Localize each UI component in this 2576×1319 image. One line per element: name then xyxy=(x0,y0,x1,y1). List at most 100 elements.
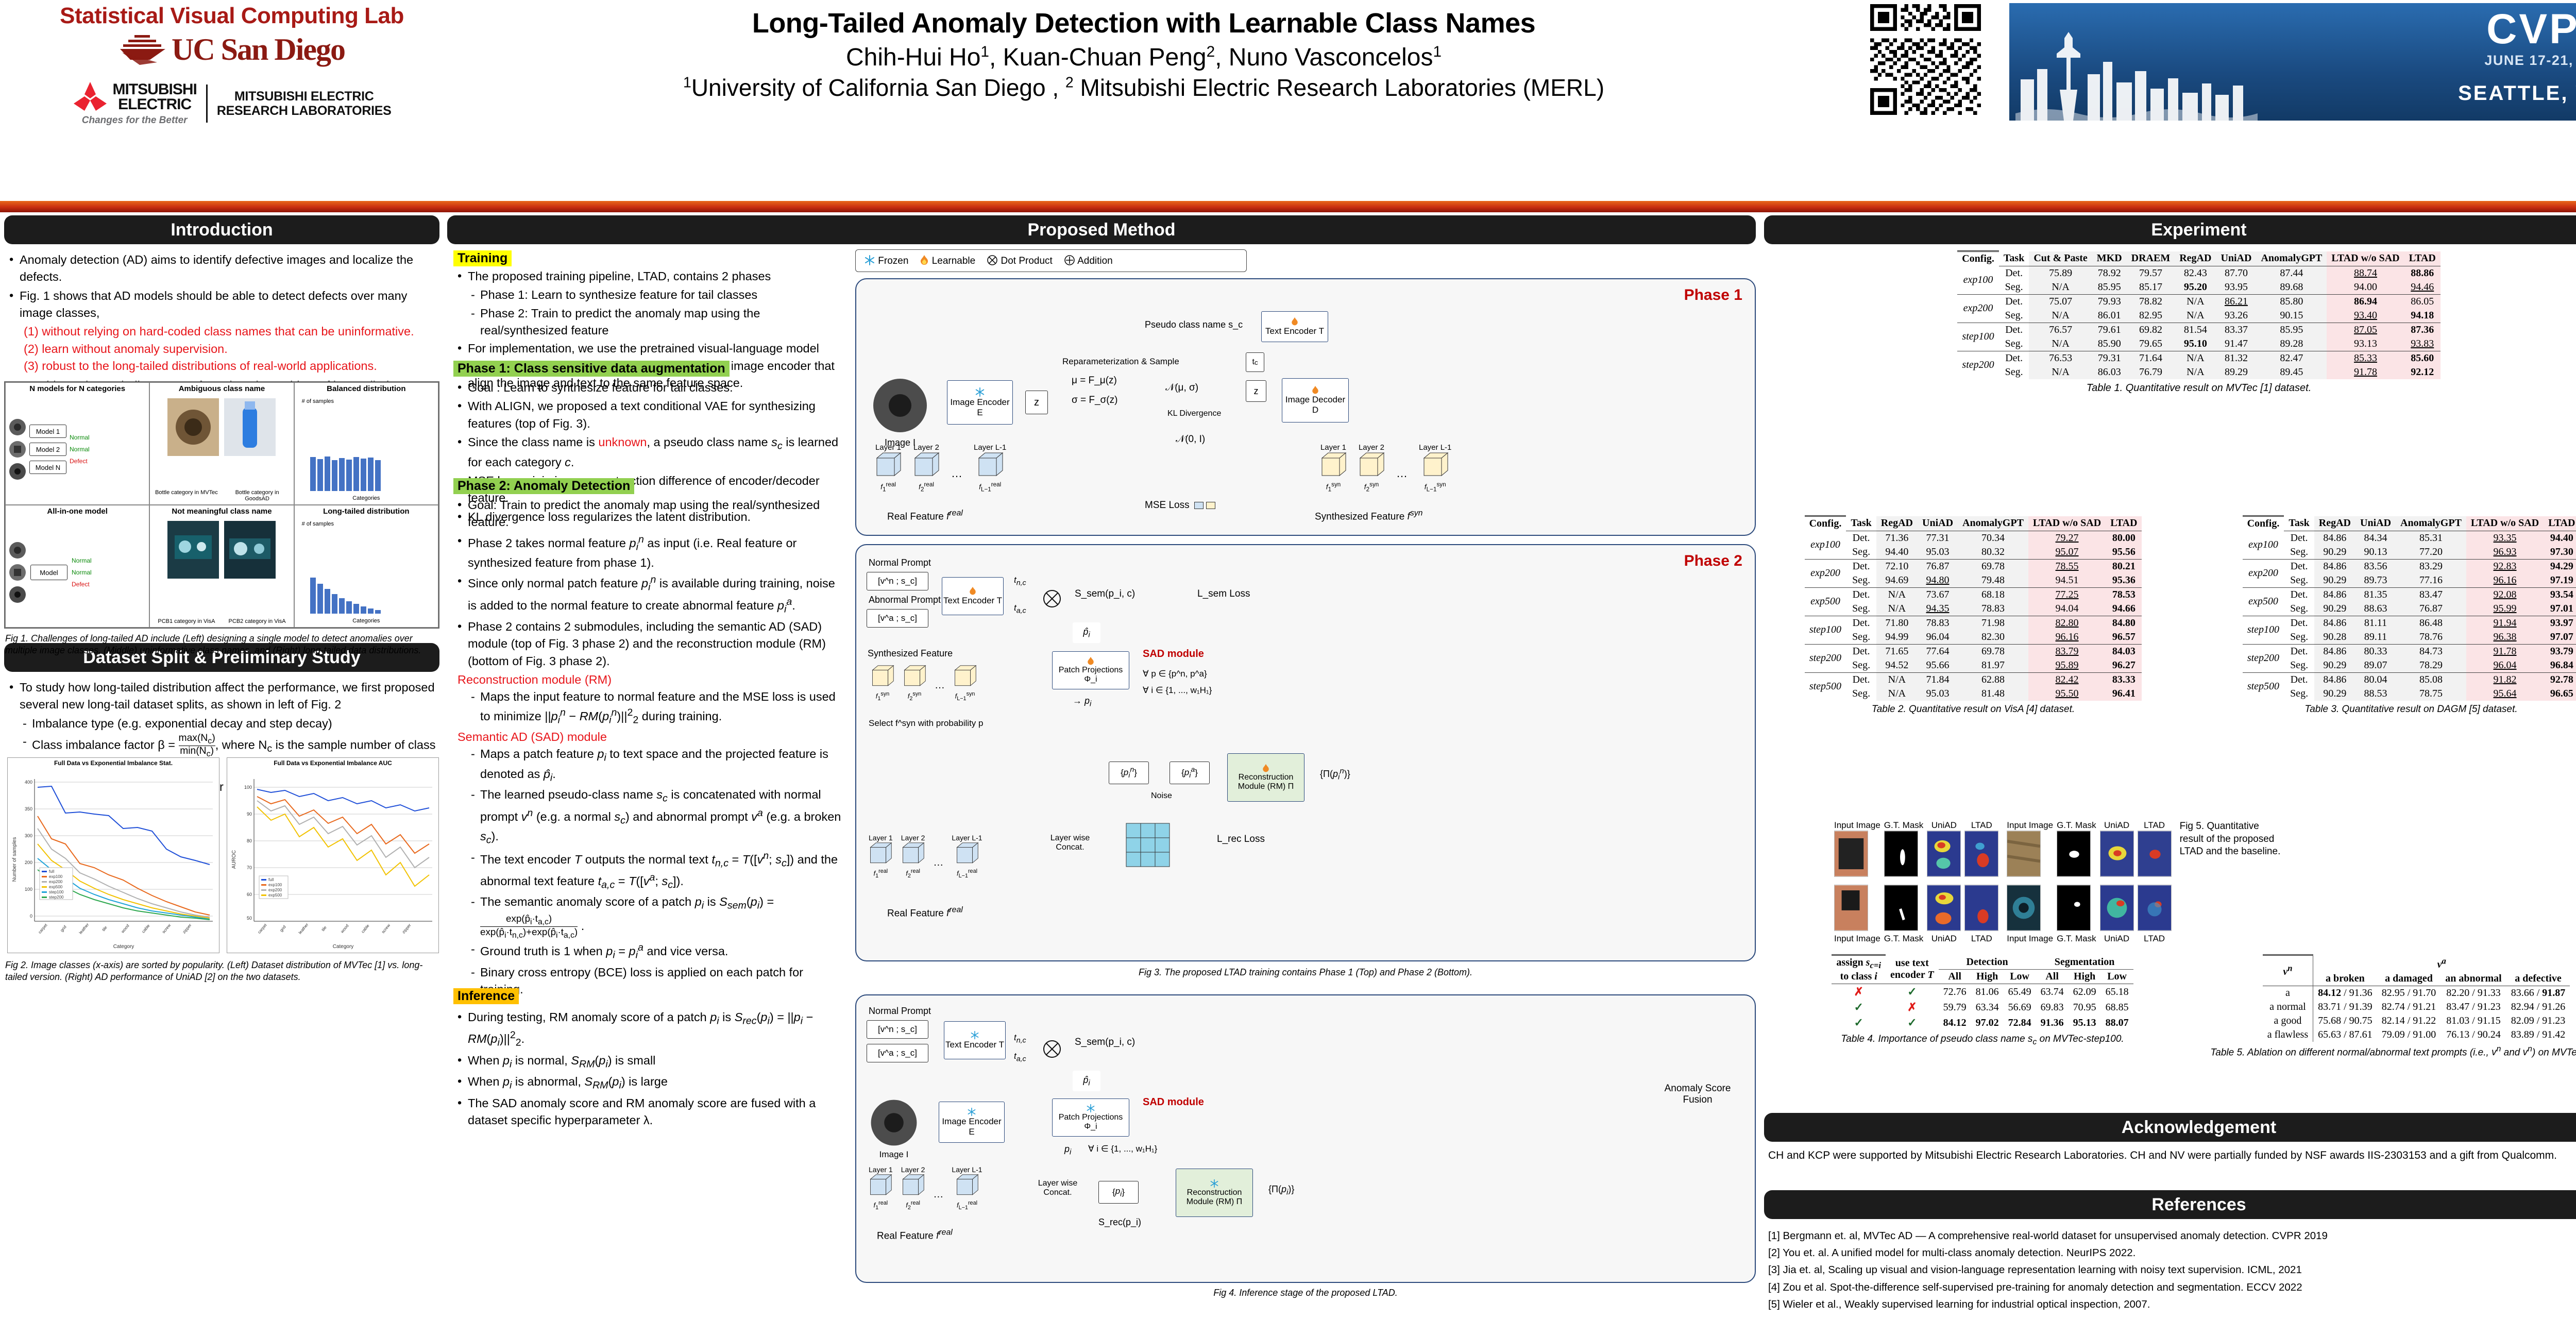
col-header: AnomalyGPT xyxy=(1958,516,2028,531)
table-cell: 80.00 xyxy=(2106,530,2142,545)
image-encoder-label-p1: Image Encoder E xyxy=(950,397,1010,417)
cross-icon: ✗ xyxy=(1854,985,1863,998)
mitsubishi-wordmark-line2: ELECTRIC xyxy=(118,96,192,113)
col-subheader: High xyxy=(1976,970,1998,982)
table-cell: 78.53 xyxy=(2106,587,2142,602)
table-row: step100 Det. 76.57 79.61 69.82 81.54 83.37 85.9… xyxy=(1957,322,2441,351)
svg-text:Category: Category xyxy=(113,944,134,950)
feature-cube-icon xyxy=(872,665,894,686)
table-cell: 78.83 xyxy=(1958,601,2028,616)
lsem-loss-label: L_sem Loss xyxy=(1197,588,1250,599)
f1-real-label: f1real xyxy=(880,481,896,493)
col-header: a broken xyxy=(2313,972,2377,986)
fig1-xlabel-2: Categories xyxy=(352,495,380,501)
ssem-label-p2: S_sem(p_i, c) xyxy=(1075,588,1136,599)
table-cell: 89.29 xyxy=(2216,365,2257,379)
table-cell: 80.21 xyxy=(2106,559,2142,573)
image-encoder-box-p4: Image Encoder E xyxy=(939,1102,1005,1143)
sample-image-icon xyxy=(9,564,26,581)
patch-grid-icon xyxy=(1126,823,1170,867)
table-cell: 71.84 xyxy=(1918,672,1958,687)
table-row: Seg. 90.28 89.11 78.76 96.38 97.07 xyxy=(2243,630,2576,644)
table-cell: 76.53 xyxy=(2029,350,2092,365)
mse-loss-text: MSE Loss xyxy=(1145,500,1190,511)
table-2: Config. Task RegAD UniAD AnomalyGPT LTAD w/o … xyxy=(1804,515,2142,701)
p2-bullet-1: Phase 2 takes normal feature pin as inpu… xyxy=(453,532,845,572)
legend-learnable-label: Learnable xyxy=(931,256,976,266)
section-header-dataset-split: Dataset Split & Preliminary Study xyxy=(4,643,439,672)
table-cell: 84.86 xyxy=(2314,644,2355,658)
col-subheader: Low xyxy=(2010,970,2029,982)
table-row: ✗ ✓ 72.76 81.06 65.49 63.74 62.09 65.18 xyxy=(1832,984,2133,1000)
row-config: step500 xyxy=(2242,672,2284,701)
fig1-cap-left-4: PCB1 category in VisA xyxy=(158,618,215,624)
table-cell: 59.79 xyxy=(1943,1001,1967,1013)
col-subheader: High xyxy=(2073,970,2096,982)
sad-bullet-5: Binary cross entropy (BCE) loss is appli… xyxy=(469,964,845,999)
bottle-mvtec-image xyxy=(167,398,219,456)
table-cell: 95.89 xyxy=(2028,658,2106,672)
check-icon: ✓ xyxy=(1907,985,1917,998)
flame-icon xyxy=(1292,317,1298,326)
table-cell: 77.20 xyxy=(2396,545,2466,559)
ssem-label-p4: S_sem(p_i, c) xyxy=(1075,1037,1136,1047)
cvpr-date: JUNE 17-21, 2024 xyxy=(2484,53,2576,68)
intro-bullet-0: Anomaly detection (AD) aims to identify … xyxy=(5,251,440,286)
table-cell: 85.17 xyxy=(2126,280,2175,294)
row-task: Det. xyxy=(1846,559,1876,573)
table-cell: 56.69 xyxy=(2008,1001,2031,1013)
col-header: Config. xyxy=(2242,515,2284,531)
normal-prompt-label-p2: Normal Prompt xyxy=(869,557,931,568)
table-cell: 94.80 xyxy=(1918,573,1958,587)
qr-code-icon[interactable] xyxy=(1870,4,1981,115)
row-task: Seg. xyxy=(2005,337,2023,349)
table-cell: 62.88 xyxy=(1958,672,2028,687)
table-cell: 77.64 xyxy=(1918,644,1958,658)
table-cell: 78.29 xyxy=(2396,658,2466,672)
table-cell: 76.13 / 90.24 xyxy=(2446,1029,2501,1041)
table-cell: 87.36 xyxy=(2404,322,2441,337)
table-cell: 78.55 xyxy=(2028,559,2106,573)
svg-text:50: 50 xyxy=(247,916,252,921)
row-task: Det. xyxy=(2284,672,2314,687)
figure-3-phase2-panel: Phase 2 Normal Prompt [v^n ; s_c] Abnorm… xyxy=(855,544,1756,961)
table-cell: 86.21 xyxy=(2216,294,2257,309)
table-cell: 92.78 xyxy=(2544,672,2576,687)
f2-real-label: f2real xyxy=(919,481,934,493)
reference-item: [5] Wieler et al., Weakly supervised lea… xyxy=(1768,1298,2150,1310)
table-cell: 94.46 xyxy=(2404,280,2441,294)
table-cell: 78.82 xyxy=(2126,294,2175,309)
table-row: ✓ ✓ 84.12 97.02 72.84 91.36 95.13 88.07 xyxy=(1832,1015,2133,1030)
feature-cube-icon xyxy=(954,665,977,686)
table-cell: 81.48 xyxy=(1958,686,2028,701)
col-header: UniAD xyxy=(1918,516,1958,531)
row-task: Det. xyxy=(2284,615,2314,630)
seattle-skyline-icon xyxy=(2015,32,2258,121)
training-label-text: Training xyxy=(453,250,512,266)
text-encoder-label-p4: Text Encoder T xyxy=(945,1040,1005,1050)
syn-feature-stack: Layer 1 f1syn Layer 2 f2syn … Layer L-1 … xyxy=(1320,443,1451,493)
table-cell: 88.86 xyxy=(2404,265,2441,280)
col-header: an abnormal xyxy=(2445,973,2502,985)
col-group-header: Detection xyxy=(1938,955,2036,970)
table-cell: 75.68 / 90.75 xyxy=(2313,1014,2377,1028)
table-cell: 94.66 xyxy=(2106,601,2142,616)
cvpr-title: CVPR xyxy=(2486,6,2576,53)
table-cell: N/A xyxy=(2175,294,2216,309)
svg-text:screw: screw xyxy=(161,923,172,934)
svg-text:90: 90 xyxy=(247,811,252,817)
phase2-label: Phase 2: Anomaly Detection xyxy=(453,478,635,494)
sad-bullet-3: The semantic anomaly score of a patch pi… xyxy=(469,893,845,940)
p1-bullet-2: Since the class name is unknown, a pseud… xyxy=(453,433,845,471)
svg-text:grid: grid xyxy=(279,924,286,933)
table-cell: 83.33 xyxy=(2106,672,2142,687)
reference-item: [3] Jia et. al, Scaling up visual and vi… xyxy=(1768,1264,2302,1276)
table-3: Config. Task RegAD UniAD AnomalyGPT LTAD w/o … xyxy=(2242,515,2576,701)
row-task: Det. xyxy=(2284,587,2314,602)
table-cell: 88.07 xyxy=(2105,1017,2129,1028)
table-cell: 79.31 xyxy=(2092,350,2127,365)
kl-divergence-label: KL Divergence xyxy=(1167,409,1222,418)
table-cell: 62.09 xyxy=(2068,984,2101,1000)
table-cell: 96.27 xyxy=(2106,658,2142,672)
f1-syn-label: f1syn xyxy=(1326,481,1341,493)
